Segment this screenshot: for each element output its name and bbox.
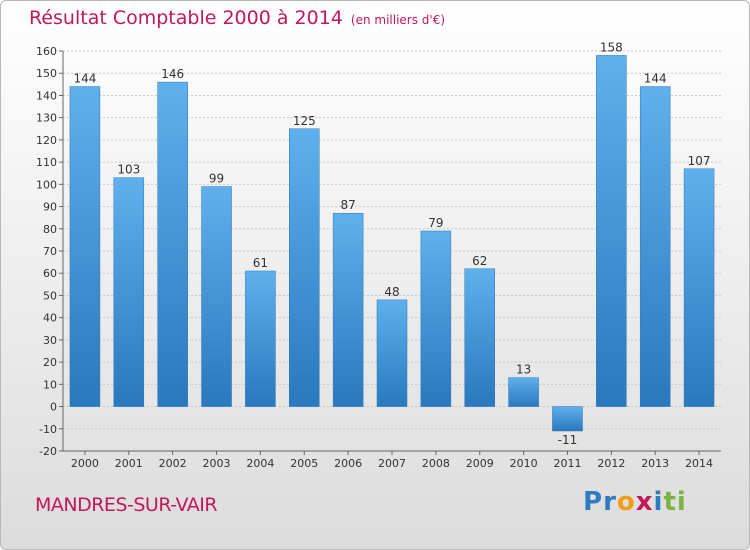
bar [113,177,145,407]
bar-value-label: 125 [293,114,316,128]
bar [596,55,627,407]
bar [420,230,452,407]
x-tick-label: 2003 [203,457,231,470]
y-tick-label: 100 [36,178,57,191]
bar-value-label: 79 [428,216,443,230]
bar-value-label: 87 [340,198,355,212]
x-tick-label: 2005 [290,457,318,470]
title-unit: (en milliers d'€) [350,13,446,27]
bar-value-label: 144 [644,72,667,86]
bar [69,86,101,407]
x-tick-label: 2009 [466,457,494,470]
logo-letter: i [676,487,687,517]
bar-value-label: 61 [253,256,268,270]
logo-letter: x [635,487,654,517]
bar-value-label: 146 [161,67,184,81]
y-tick-label: 40 [43,312,57,325]
x-tick-label: 2011 [553,457,581,470]
x-tick-label: 2004 [246,457,274,470]
chart-title: Résultat Comptable 2000 à 2014 (en millie… [29,7,445,29]
x-tick-label: 2007 [378,457,406,470]
y-tick-label: 70 [43,245,57,258]
bar [508,377,539,407]
y-tick-label: -20 [39,445,57,458]
x-tick-label: 2000 [71,457,99,470]
location-name: MANDRES-SUR-VAIR [35,494,218,516]
y-tick-label: 140 [36,89,57,102]
bar-value-label: 48 [384,285,399,299]
labels: -20 -10 0 10 20 30 40 50 60 70 80 90 100 110 120 130 140… [36,40,713,470]
bar-value-label: 99 [209,172,224,186]
x-tick-label: 2002 [159,457,187,470]
x-tick-label: 2014 [685,457,713,470]
logo-letter: r [603,487,617,517]
bar-value-label: 144 [73,72,96,86]
y-tick-label: 0 [50,401,57,414]
bars [69,55,715,432]
y-tick-label: 110 [36,156,57,169]
x-tick-label: 2012 [597,457,625,470]
x-tick-label: 2013 [641,457,669,470]
x-tick-label: 2006 [334,457,362,470]
x-tick-label: 2010 [510,457,538,470]
x-tick-label: 2008 [422,457,450,470]
bar [289,128,320,407]
bar [552,406,583,432]
y-tick-label: 130 [36,112,57,125]
y-tick-label: -10 [39,423,57,436]
y-tick-label: 50 [43,289,57,302]
bar-value-label: 158 [600,40,623,54]
title-text: Résultat Comptable 2000 à 2014 [29,7,343,29]
y-tick-label: 30 [43,334,57,347]
bar [332,212,364,407]
bar-value-label: 107 [688,154,711,168]
bar-value-label: -11 [558,433,578,447]
x-tick-label: 2001 [115,457,143,470]
bar-value-label: 103 [117,163,140,177]
bar [157,81,188,407]
logo-letter: i [653,487,664,517]
y-tick-label: 160 [36,45,57,58]
y-tick-label: 60 [43,267,57,280]
axes [59,50,721,455]
logo-letter: o [616,487,636,517]
proxiti-logo[interactable]: Proxiti [583,487,687,517]
y-tick-label: 90 [43,201,57,214]
bar [683,168,715,407]
bar-value-label: 13 [516,363,531,377]
bar [464,268,495,407]
bar [245,270,276,407]
y-tick-label: 20 [43,356,57,369]
y-tick-label: 120 [36,134,57,147]
bar-value-label: 62 [472,254,487,268]
logo-letter: P [583,487,604,517]
y-tick-label: 10 [43,378,57,391]
y-tick-label: 80 [43,223,57,236]
y-tick-label: 150 [36,67,57,80]
bar [639,86,671,407]
bar [201,186,232,407]
logo-letter: t [663,487,677,517]
bar [376,299,408,407]
